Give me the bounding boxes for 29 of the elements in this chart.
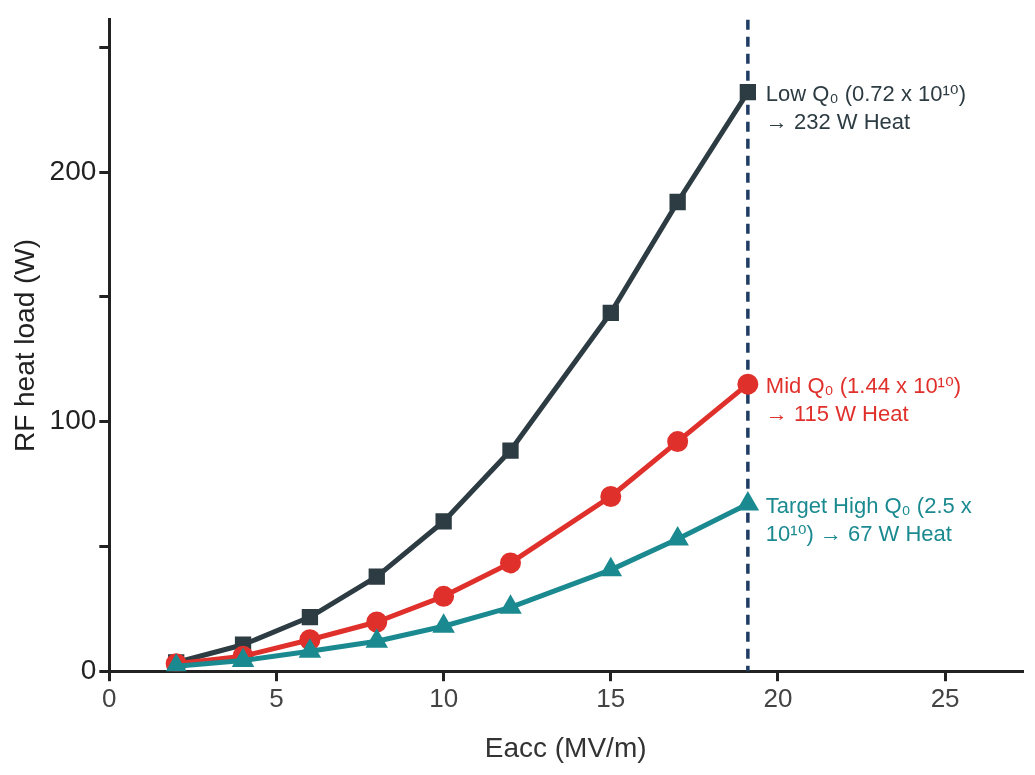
point (602, 304, 619, 321)
point (301, 608, 319, 626)
point (600, 486, 622, 507)
annotation: Low Q₀ (0.72 x 10¹⁰) → 232 W Heat (765, 80, 967, 137)
y-tick-label: 200 (49, 154, 97, 186)
x-tick-label: 25 (930, 682, 960, 713)
annotation: Mid Q₀ (1.44 x 10¹⁰) → 115 W Heat (765, 372, 963, 429)
point (669, 193, 686, 211)
point (667, 431, 689, 453)
point (366, 611, 388, 633)
y-tick-label: 100 (49, 404, 97, 436)
point (502, 442, 519, 459)
x-tick-label: 20 (763, 682, 793, 713)
x-axis-title: Eacc (MV/m) (484, 731, 647, 763)
point (739, 84, 757, 101)
point (500, 552, 521, 574)
x-tick-label: 0 (102, 682, 117, 713)
x-tick-label: 15 (596, 682, 626, 713)
point (435, 513, 452, 530)
y-tick-label: 0 (80, 653, 97, 685)
x-tick-label: 5 (269, 682, 284, 713)
point (433, 585, 455, 607)
point (738, 493, 758, 511)
annotation: Target High Q₀ (2.5 x 10¹⁰) → 67 W Heat (765, 491, 973, 548)
point (737, 373, 759, 395)
x-tick-label: 10 (429, 682, 459, 713)
y-axis-title: RF heat load (W) (8, 238, 40, 453)
point (668, 528, 688, 546)
point (368, 568, 385, 585)
